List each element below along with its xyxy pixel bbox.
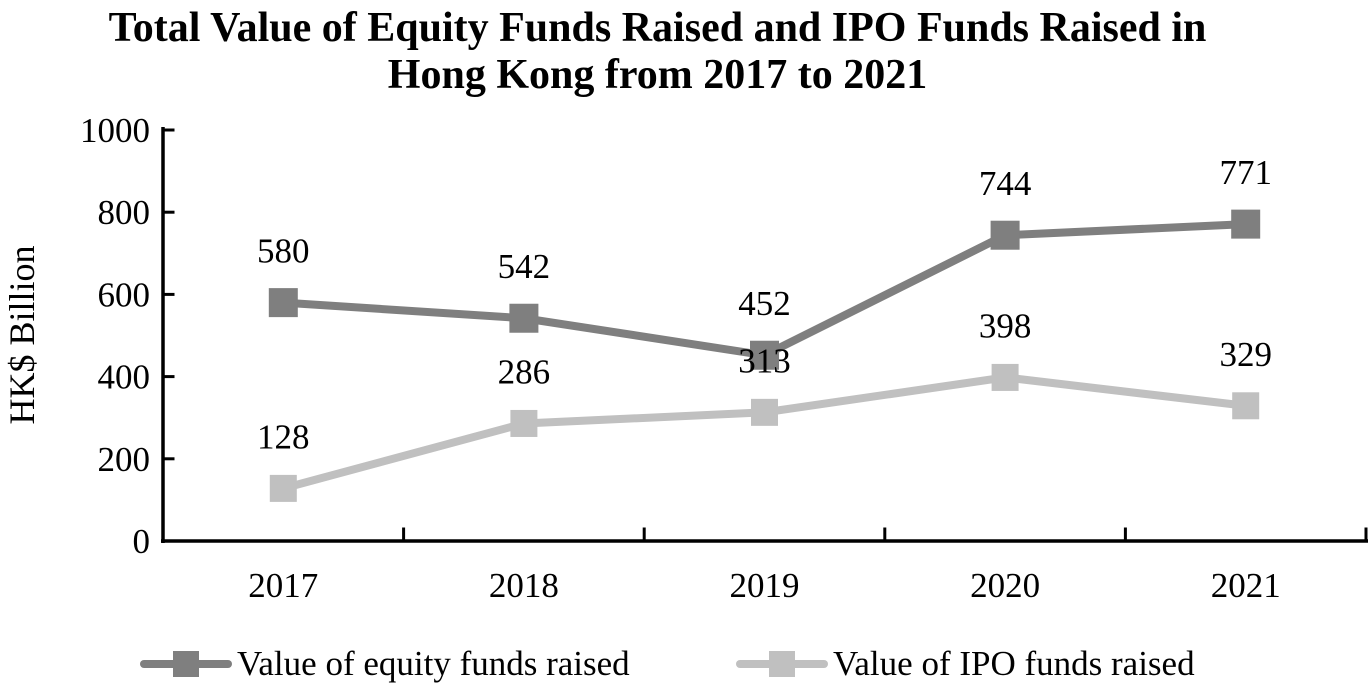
legend-item-ipo-funds: Value of IPO funds raised xyxy=(736,644,1195,684)
y-axis-title: HK$ Billion xyxy=(2,245,42,424)
y-tick-label: 800 xyxy=(98,193,151,232)
x-tick-label: 2018 xyxy=(489,566,559,605)
data-label: 398 xyxy=(979,306,1032,345)
data-point-marker-ipo xyxy=(751,398,778,426)
data-point-marker-equity xyxy=(750,340,779,370)
data-label: 128 xyxy=(257,417,310,456)
ipo-series-swatch-icon xyxy=(736,649,828,679)
data-label: 286 xyxy=(498,352,551,391)
y-tick-label: 600 xyxy=(98,275,151,314)
equity-series-swatch-icon xyxy=(140,649,232,679)
data-label: 452 xyxy=(738,284,791,323)
chart-title-line1: Total Value of Equity Funds Raised and I… xyxy=(108,5,1207,51)
data-point-marker-ipo xyxy=(510,409,538,437)
data-point-marker-equity xyxy=(1231,209,1261,239)
data-label: 313 xyxy=(738,341,791,380)
data-point-marker-ipo xyxy=(1232,392,1260,420)
data-label: 744 xyxy=(979,164,1032,203)
data-point-marker-ipo xyxy=(269,474,297,502)
data-label: 580 xyxy=(257,232,310,271)
legend-label-equity-funds: Value of equity funds raised xyxy=(237,644,630,683)
legend-item-equity-funds: Value of equity funds raised xyxy=(140,644,630,684)
chart-title-line2: Hong Kong from 2017 to 2021 xyxy=(387,52,928,99)
x-tick-label: 2019 xyxy=(730,566,800,605)
data-point-marker-equity xyxy=(268,288,298,318)
legend-label-ipo-funds: Value of IPO funds raised xyxy=(833,644,1195,683)
series-line-ipo xyxy=(282,373,1247,493)
data-label: 542 xyxy=(498,247,551,286)
data-point-marker-ipo xyxy=(991,363,1019,391)
data-point-marker-equity xyxy=(990,220,1020,250)
chart-title: Total Value of Equity Funds Raised and I… xyxy=(0,5,1315,100)
x-tick-label: 2020 xyxy=(970,566,1040,605)
data-point-marker-equity xyxy=(509,303,539,333)
data-label: 771 xyxy=(1219,153,1272,192)
data-label: 329 xyxy=(1219,335,1272,374)
y-tick-label: 200 xyxy=(98,440,151,479)
y-tick-label: 400 xyxy=(98,358,151,397)
y-tick-label: 1000 xyxy=(80,111,150,150)
x-tick-label: 2017 xyxy=(248,566,318,605)
y-tick-label: 0 xyxy=(133,522,151,561)
x-tick-label: 2021 xyxy=(1211,566,1281,605)
